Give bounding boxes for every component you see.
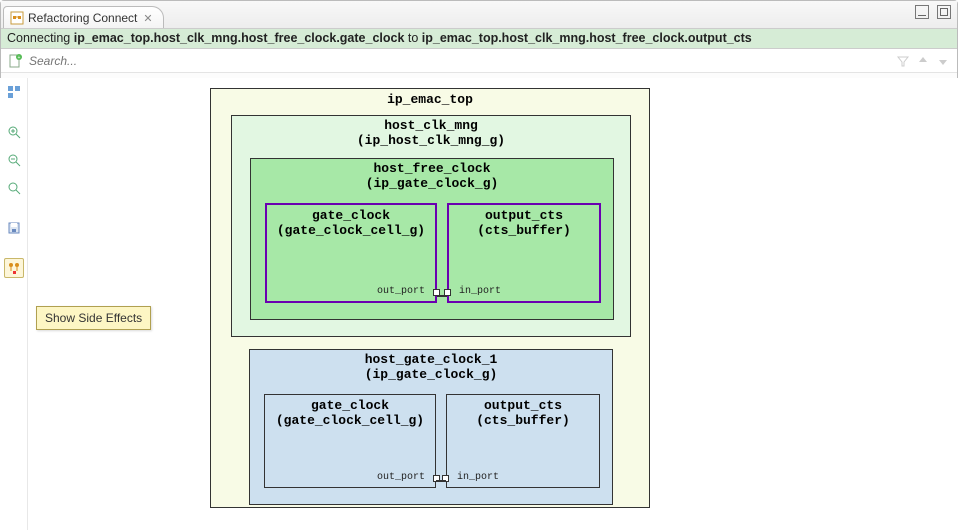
label-hostclk-1: host_clk_mng <box>232 119 630 134</box>
label-outputcts-2: (cts_buffer) <box>449 224 599 239</box>
new-doc-icon[interactable]: + <box>7 53 23 69</box>
status-bar: Connecting ip_emac_top.host_clk_mng.host… <box>1 29 957 49</box>
label-hostfree-1: host_free_clock <box>251 162 613 177</box>
label-outputcts2-1: output_cts <box>447 399 599 414</box>
tab-bar: Refactoring Connect ✕ <box>1 1 957 29</box>
arrow-up-icon[interactable] <box>915 53 931 69</box>
tab-title: Refactoring Connect <box>28 11 137 25</box>
block-output-cts[interactable]: output_cts (cts_buffer) in_port <box>447 203 601 303</box>
connector-1 <box>437 295 447 297</box>
label-outputcts2-2: (cts_buffer) <box>447 414 599 429</box>
label-hostgate-1: host_gate_clock_1 <box>250 353 612 368</box>
minimize-button[interactable] <box>915 5 929 19</box>
status-mid: to <box>404 31 421 45</box>
label-gateclock-2: (gate_clock_cell_g) <box>267 224 435 239</box>
block-gate-clock[interactable]: gate_clock (gate_clock_cell_g) out_port <box>265 203 437 303</box>
connector-2 <box>436 480 446 482</box>
block-output-cts-2[interactable]: output_cts (cts_buffer) in_port <box>446 394 600 488</box>
tooltip: Show Side Effects <box>36 306 151 330</box>
block-host-gate-clock-1[interactable]: host_gate_clock_1 (ip_gate_clock_g) gate… <box>249 349 613 505</box>
label-gateclock-1: gate_clock <box>267 209 435 224</box>
arrow-down-icon[interactable] <box>935 53 951 69</box>
side-toolbar <box>0 78 28 530</box>
tab-close-icon[interactable]: ✕ <box>143 12 152 25</box>
zoom-out-icon[interactable] <box>4 150 24 170</box>
block-host-free-clock[interactable]: host_free_clock (ip_gate_clock_g) gate_c… <box>250 158 614 320</box>
label-outputcts-1: output_cts <box>449 209 599 224</box>
label-gateclock2-2: (gate_clock_cell_g) <box>265 414 435 429</box>
svg-text:+: + <box>18 55 21 61</box>
main-area: Show Side Effects ip_emac_top host_clk_m… <box>0 78 958 530</box>
diagram-canvas[interactable]: ip_emac_top host_clk_mng (ip_host_clk_mn… <box>210 88 650 518</box>
status-from: ip_emac_top.host_clk_mng.host_free_clock… <box>74 31 405 45</box>
label-in-port-2: in_port <box>457 472 499 483</box>
block-gate-clock-2[interactable]: gate_clock (gate_clock_cell_g) out_port <box>264 394 436 488</box>
label-in-port: in_port <box>459 286 501 297</box>
grid-icon[interactable] <box>4 82 24 102</box>
search-input[interactable] <box>25 52 893 70</box>
block-host-clk-mng[interactable]: host_clk_mng (ip_host_clk_mng_g) host_fr… <box>231 115 631 337</box>
zoom-in-icon[interactable] <box>4 122 24 142</box>
status-prefix: Connecting <box>7 31 74 45</box>
block-ip-emac-top[interactable]: ip_emac_top host_clk_mng (ip_host_clk_mn… <box>210 88 650 508</box>
label-hostgate-2: (ip_gate_clock_g) <box>250 368 612 383</box>
save-icon[interactable] <box>4 218 24 238</box>
maximize-button[interactable] <box>937 5 951 19</box>
search-toolbar: + <box>1 49 957 73</box>
filter-icon[interactable] <box>895 53 911 69</box>
label-hostfree-2: (ip_gate_clock_g) <box>251 177 613 192</box>
label-hostclk-2: (ip_host_clk_mng_g) <box>232 134 630 149</box>
tab-refactoring[interactable]: Refactoring Connect ✕ <box>3 6 164 28</box>
label-gateclock2-1: gate_clock <box>265 399 435 414</box>
window-controls <box>915 5 951 19</box>
label-ip-emac-top: ip_emac_top <box>211 89 649 108</box>
zoom-fit-icon[interactable] <box>4 178 24 198</box>
label-out-port: out_port <box>377 286 425 297</box>
tab-icon <box>10 11 24 25</box>
side-effects-icon[interactable] <box>4 258 24 278</box>
status-to: ip_emac_top.host_clk_mng.host_free_clock… <box>422 31 752 45</box>
label-out-port-2: out_port <box>377 472 425 483</box>
